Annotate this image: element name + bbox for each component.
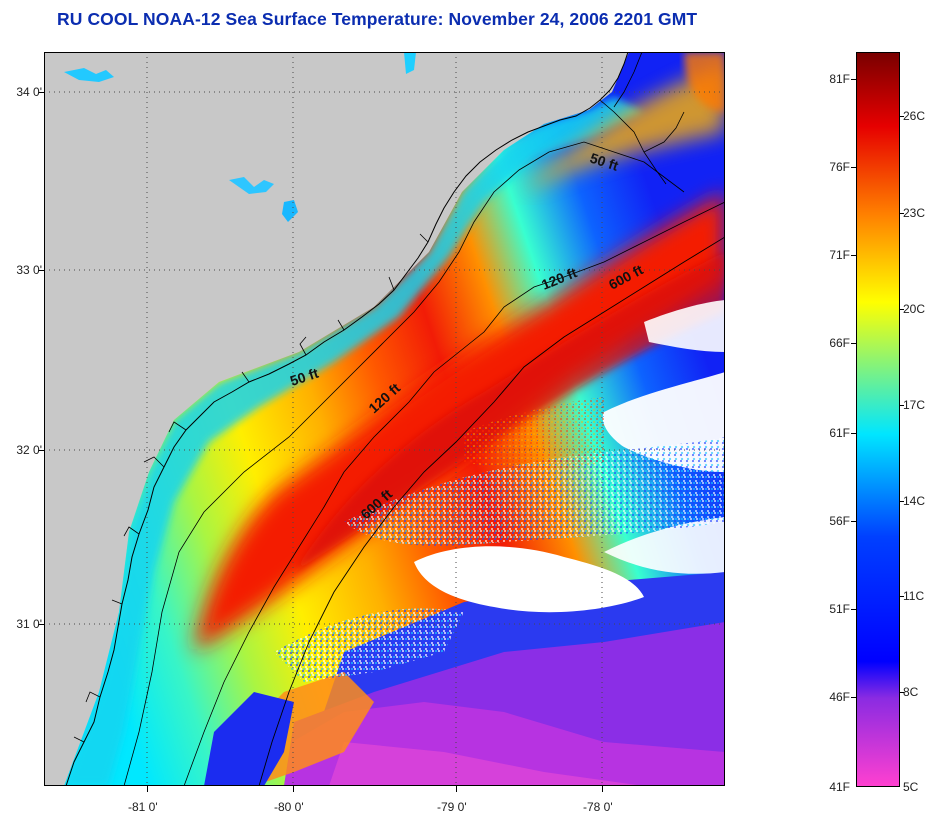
isobath-label-120ft-north: 120 ft [539,264,579,293]
colorbar-label-51f: 51F [829,602,850,616]
lon-label-81: -81 0' [128,800,158,814]
map-overlay-layer: 50 ft 120 ft 600 ft 50 ft 120 ft 600 ft [44,52,725,786]
colorbar-label-14c: 14C [903,494,926,508]
colorbar-label-8c: 8C [903,685,919,699]
lat-label-31: 31 0' [16,617,42,631]
isobath-120ft-line [183,201,725,786]
colorbar-label-41f: 41F [829,780,850,794]
coastline [65,52,629,786]
colorbar-label-26c: 26C [903,109,926,123]
colorbar-label-56f: 56F [829,514,850,528]
colorbar-label-23c: 23C [903,206,926,220]
lon-label-78: -78 0' [583,800,613,814]
lon-label-80: -80 0' [274,800,304,814]
lat-label-33: 33 0' [16,263,42,277]
colorbar-label-61f: 61F [829,426,850,440]
isobath-600ft-line [258,236,725,786]
colorbar-label-66f: 66F [829,336,850,350]
sst-map[interactable]: 50 ft 120 ft 600 ft 50 ft 120 ft 600 ft [44,52,725,786]
temperature-colorbar [856,52,900,787]
colorbar-label-5c: 5C [903,780,919,794]
colorbar-label-46f: 46F [829,690,850,704]
lon-label-79: -79 0' [437,800,467,814]
isobath-label-50ft-south: 50 ft [288,365,321,389]
isobath-label-50ft-north: 50 ft [588,150,621,174]
sst-image-layer [64,52,725,786]
map-title: RU COOL NOAA-12 Sea Surface Temperature:… [57,9,698,29]
isobath-label-600ft-north: 600 ft [606,261,646,292]
colorbar-label-20c: 20C [903,302,926,316]
isobath-label-600ft-south: 600 ft [357,486,395,523]
isobath-50ft-line [123,141,685,786]
isobath-label-120ft-south: 120 ft [365,380,403,417]
colorbar-label-11c: 11C [903,589,925,603]
lat-label-34: 34 0' [16,85,42,99]
lat-label-32: 32 0' [16,443,42,457]
colorbar-label-71f: 71F [829,248,850,262]
colorbar-label-17c: 17C [903,398,926,412]
colorbar-label-81f: 81F [829,72,850,86]
graticule [44,52,725,786]
colorbar-label-76f: 76F [829,160,850,174]
